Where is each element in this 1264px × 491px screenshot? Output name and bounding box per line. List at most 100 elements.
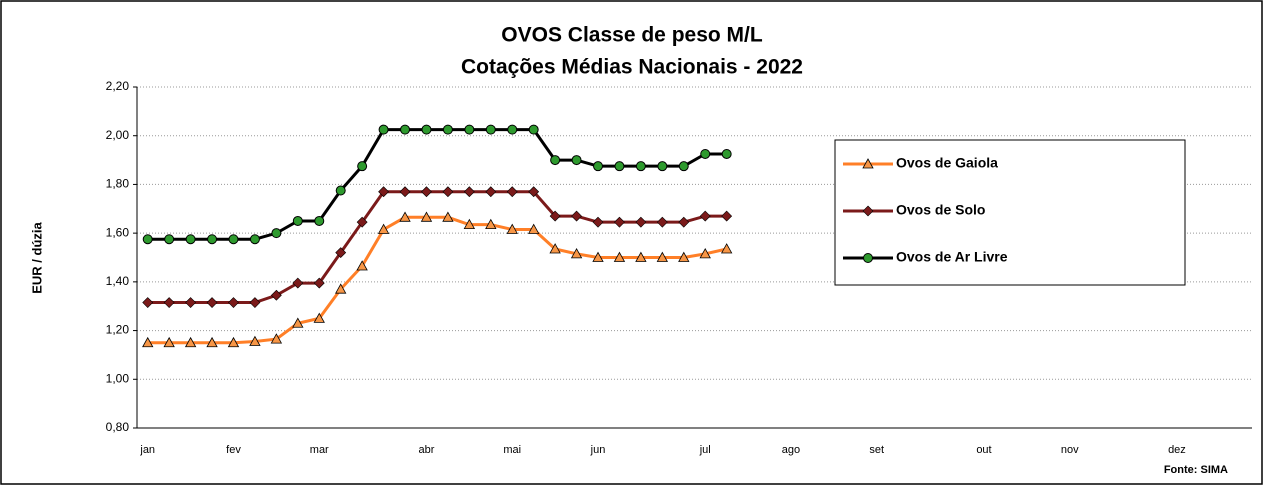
marker-circle [442,124,453,135]
marker-diamond [335,247,347,259]
marker-diamond [249,297,261,308]
marker-triangle [862,158,874,169]
marker-circle [721,148,732,159]
x-tick-label: nov [1061,444,1079,456]
marker-triangle [184,336,197,348]
x-tick-label: abr [419,444,435,456]
marker-circle [378,124,389,135]
marker-circle [863,253,873,263]
y-tick-label: 1,80 [106,177,130,191]
marker-triangle [442,211,454,222]
marker-circle [550,155,561,166]
marker-diamond [270,289,282,301]
marker-circle [700,148,711,159]
marker-circle [164,234,175,245]
series-line [147,128,727,241]
marker-diamond [163,297,175,308]
y-tick-label: 1,20 [106,323,130,337]
x-tick-label: mai [503,444,521,456]
y-tick-label: 1,60 [106,225,130,239]
marker-diamond [399,186,411,198]
marker-diamond [378,186,390,198]
marker-triangle [549,243,561,254]
marker-circle [271,228,282,239]
y-tick-label: 2,00 [106,128,130,142]
marker-triangle [313,312,325,323]
marker-circle [678,161,689,172]
marker-circle [657,161,668,172]
marker-triangle [720,243,733,254]
marker-circle [400,124,411,135]
marker-triangle [270,333,283,344]
marker-triangle [528,223,540,234]
marker-diamond [142,297,154,308]
x-tick-label: jul [699,444,711,456]
marker-diamond [313,277,325,289]
marker-triangle [592,251,604,262]
marker-diamond [862,205,874,217]
marker-diamond [292,277,304,289]
marker-triangle [485,218,497,230]
marker-diamond [656,216,668,228]
x-tick-label: out [976,444,991,456]
marker-circle [614,161,625,172]
marker-diamond [571,210,582,222]
marker-circle [593,161,604,172]
marker-circle [335,185,346,196]
x-tick-label: jun [590,444,606,456]
x-tick-label: jan [139,444,155,456]
marker-triangle [613,251,626,262]
marker-circle [142,234,153,245]
marker-circle [314,215,325,226]
marker-circle [228,234,239,245]
marker-diamond [614,216,625,228]
marker-diamond [442,186,454,198]
marker-diamond [699,210,711,222]
marker-circle [571,155,582,166]
marker-triangle [635,251,647,262]
marker-circle [421,124,432,135]
marker-triangle [292,317,304,328]
marker-circle [249,234,260,245]
marker-diamond [721,210,733,222]
marker-diamond [228,297,239,308]
x-tick-label: ago [782,444,800,456]
marker-diamond [356,216,368,228]
marker-circle [292,215,303,226]
marker-diamond [635,216,647,228]
marker-diamond [485,186,497,198]
series-line [147,190,727,305]
marker-circle [528,124,539,135]
source-note: Fonte: SIMA [1164,464,1228,476]
marker-circle [207,234,218,245]
marker-diamond [549,210,561,222]
y-tick-label: 1,40 [106,274,130,288]
marker-triangle [506,223,518,234]
marker-triangle [420,211,433,222]
x-tick-label: dez [1168,444,1186,456]
marker-circle [357,161,368,172]
marker-triangle [206,336,218,348]
y-tick-label: 2,20 [106,79,130,93]
x-tick-label: set [869,444,884,456]
marker-triangle [570,248,583,259]
marker-circle [635,161,646,172]
marker-circle [464,124,475,135]
marker-diamond [206,297,218,308]
chart-title: OVOS Classe de peso M/L [501,24,763,47]
marker-diamond [528,186,540,198]
marker-triangle [356,260,368,271]
marker-triangle [249,335,261,346]
y-axis-label: EUR / dúzia [29,221,44,293]
y-tick-label: 0,80 [106,420,130,434]
marker-diamond [678,216,690,228]
marker-diamond [421,186,432,198]
legend-box [834,139,1186,286]
marker-triangle [163,336,175,348]
marker-diamond [463,186,475,198]
marker-triangle [142,336,154,348]
marker-triangle [399,211,411,222]
marker-diamond [592,216,604,228]
chart-subtitle: Cotações Médias Nacionais - 2022 [461,56,803,79]
